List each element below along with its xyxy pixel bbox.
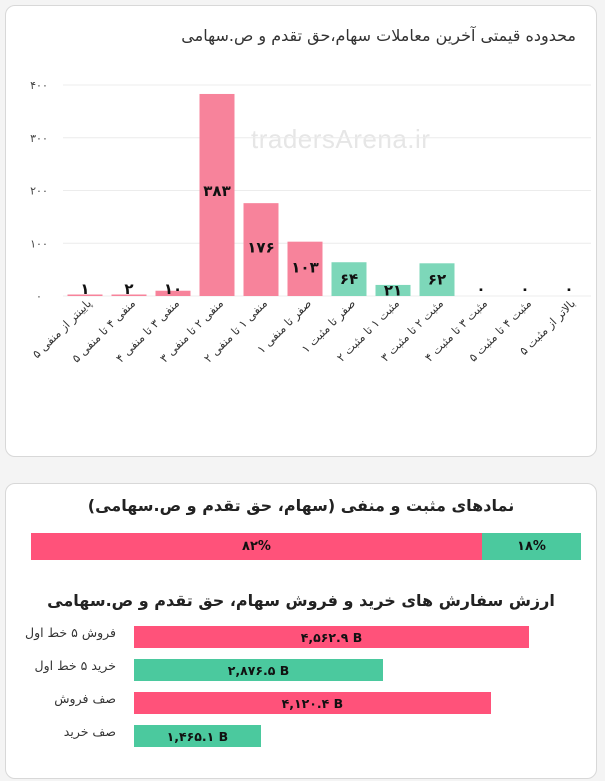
bar-3 xyxy=(155,290,191,296)
breadth-positive-segment: ۱۸% xyxy=(482,533,581,560)
breadth-title: نمادهای مثبت و منفی (سهام، حق تقدم و ص.س… xyxy=(87,496,515,515)
order-row-label: فروش ۵ خط اول xyxy=(24,625,116,640)
bar-value-label: ۲ xyxy=(124,280,133,298)
bar-value-label: ۱ xyxy=(80,280,89,298)
order-bar-1: ۴,۵۶۲.۹ B xyxy=(134,626,529,648)
bar-value-label: ۰ xyxy=(520,280,529,298)
bar-6 xyxy=(287,241,323,296)
order-row-label: صف خرید xyxy=(63,724,116,739)
bar-1 xyxy=(67,294,103,296)
price-range-card: محدوده قیمتی آخرین معاملات سهام،حق تقدم … xyxy=(5,5,597,457)
order-bar-4: ۱,۴۶۵.۱ B xyxy=(134,725,261,747)
bar-value-label: ۱۰ xyxy=(164,280,182,298)
bar-value-label: ۶۲ xyxy=(428,271,446,289)
bar-value-label: ۶۴ xyxy=(340,270,358,288)
y-tick-label: ۴۰۰ xyxy=(30,79,48,92)
order-row-label: صف فروش xyxy=(54,691,116,706)
bar-value-label: ۰ xyxy=(476,280,485,298)
y-tick-label: ۱۰۰ xyxy=(30,237,48,250)
bar-value-label: ۳۸۳ xyxy=(203,182,230,200)
bar-value-label: ۱۰۳ xyxy=(291,259,318,277)
bar-7 xyxy=(331,262,367,296)
bar-5 xyxy=(243,203,279,296)
bar-value-label: ۱۷۶ xyxy=(247,239,274,257)
y-tick-label: ۰ xyxy=(36,290,42,303)
price-range-title: محدوده قیمتی آخرین معاملات سهام،حق تقدم … xyxy=(181,26,576,45)
orders-title: ارزش سفارش های خرید و فروش سهام، حق تقدم… xyxy=(47,591,555,610)
breadth-bar: ۸۲% ۱۸% xyxy=(31,533,581,560)
bar-4 xyxy=(199,93,235,296)
market-breadth-card: نمادهای مثبت و منفی (سهام، حق تقدم و ص.س… xyxy=(5,483,597,779)
bar-9 xyxy=(419,263,455,296)
bar-2 xyxy=(111,294,147,296)
bar-8 xyxy=(375,284,411,296)
y-tick-label: ۳۰۰ xyxy=(30,132,48,145)
bar-value-label: ۲۱ xyxy=(384,281,402,299)
order-bar-3: ۴,۱۲۰.۴ B xyxy=(134,692,491,714)
bar-value-label: ۰ xyxy=(564,280,573,298)
y-tick-label: ۲۰۰ xyxy=(30,185,48,198)
breadth-negative-segment: ۸۲% xyxy=(31,533,482,560)
watermark: tradersArena.ir xyxy=(251,124,431,154)
order-bar-2: ۲,۸۷۶.۵ B xyxy=(134,659,383,681)
order-row-label: خرید ۵ خط اول xyxy=(34,658,117,673)
